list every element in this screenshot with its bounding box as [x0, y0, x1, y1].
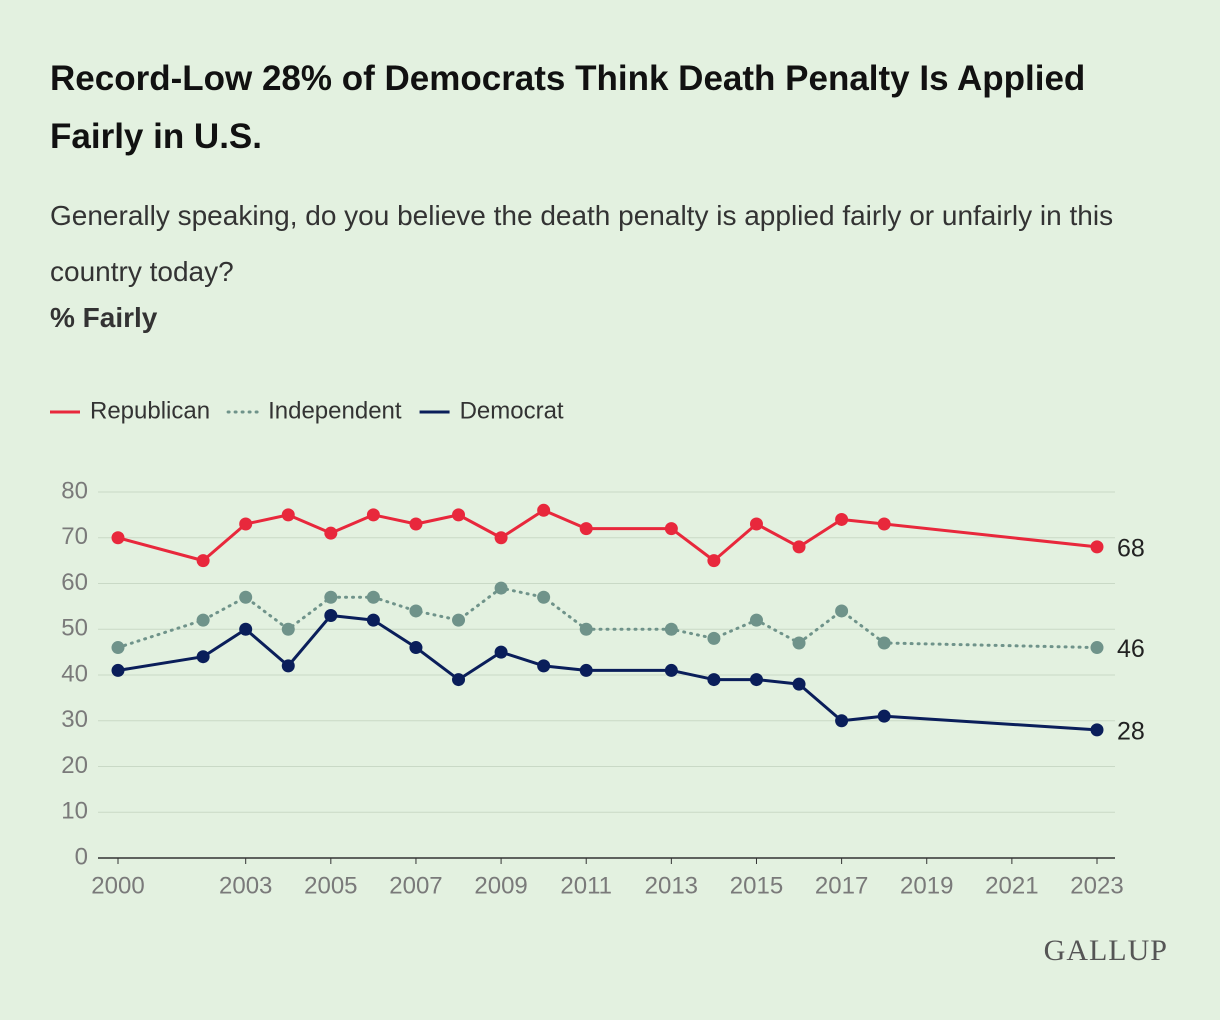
- data-point: [537, 503, 551, 517]
- chart-subtitle: Generally speaking, do you believe the d…: [50, 200, 1114, 287]
- data-point: [452, 613, 466, 627]
- x-tick-label: 2000: [91, 872, 144, 899]
- data-point: [239, 590, 253, 604]
- y-tick-label: 10: [61, 798, 88, 825]
- data-point: [494, 645, 508, 659]
- data-point: [324, 526, 338, 540]
- data-point: [196, 613, 210, 627]
- data-point: [877, 709, 891, 723]
- data-point: [835, 512, 849, 526]
- chart-title: Record-Low 28% of Democrats Think Death …: [50, 59, 1086, 156]
- data-point: [792, 540, 806, 554]
- legend-label: Democrat: [460, 397, 564, 424]
- data-point: [749, 613, 763, 627]
- data-point: [877, 517, 891, 531]
- x-tick-label: 2015: [730, 872, 783, 899]
- y-axis-label: % Fairly: [50, 302, 158, 333]
- series-line: [116, 614, 1099, 732]
- series-line: [116, 508, 1099, 563]
- data-point: [835, 604, 849, 618]
- data-point: [111, 663, 125, 677]
- x-tick-label: 2021: [985, 872, 1038, 899]
- x-tick-label: 2013: [645, 872, 698, 899]
- data-point: [494, 531, 508, 545]
- data-point: [749, 517, 763, 531]
- end-value-label: 28: [1117, 718, 1145, 746]
- y-tick-label: 50: [61, 615, 88, 642]
- data-point: [1090, 723, 1104, 737]
- y-tick-label: 80: [61, 477, 88, 504]
- data-point: [579, 522, 593, 536]
- end-value-label: 68: [1117, 535, 1145, 563]
- data-point: [792, 636, 806, 650]
- data-point: [494, 581, 508, 595]
- data-point: [579, 622, 593, 636]
- x-tick-label: 2005: [304, 872, 357, 899]
- data-point: [835, 714, 849, 728]
- data-point: [1090, 641, 1104, 655]
- x-tick-label: 2011: [560, 872, 612, 899]
- y-tick-label: 60: [61, 569, 88, 596]
- data-point: [664, 663, 678, 677]
- data-point: [366, 590, 380, 604]
- data-point: [366, 613, 380, 627]
- data-point: [111, 531, 125, 545]
- y-tick-label: 0: [75, 843, 88, 870]
- data-point: [324, 590, 338, 604]
- x-tick-label: 2003: [219, 872, 272, 899]
- y-tick-label: 40: [61, 660, 88, 687]
- data-point: [409, 604, 423, 618]
- data-point: [707, 554, 721, 568]
- end-value-label: 46: [1117, 635, 1145, 663]
- data-point: [239, 622, 253, 636]
- x-tick-label: 2017: [815, 872, 868, 899]
- data-point: [579, 663, 593, 677]
- data-point: [749, 673, 763, 687]
- data-point: [281, 622, 295, 636]
- data-point: [196, 650, 210, 664]
- legend-label: Independent: [268, 397, 402, 424]
- data-point: [281, 508, 295, 522]
- x-tick-label: 2007: [389, 872, 442, 899]
- data-point: [409, 641, 423, 655]
- data-point: [537, 590, 551, 604]
- data-point: [452, 673, 466, 687]
- data-point: [537, 659, 551, 673]
- data-point: [792, 677, 806, 691]
- x-tick-label: 2023: [1070, 872, 1123, 899]
- data-point: [707, 673, 721, 687]
- y-tick-label: 30: [61, 706, 88, 733]
- data-point: [366, 508, 380, 522]
- data-point: [196, 554, 210, 568]
- y-tick-label: 20: [61, 752, 88, 779]
- data-point: [664, 622, 678, 636]
- data-point: [409, 517, 423, 531]
- data-point: [664, 522, 678, 536]
- legend-label: Republican: [90, 397, 210, 424]
- y-tick-label: 70: [61, 523, 88, 550]
- x-tick-label: 2019: [900, 872, 953, 899]
- data-point: [324, 609, 338, 623]
- source-logo: GALLUP: [1044, 934, 1168, 967]
- data-point: [111, 641, 125, 655]
- data-point: [707, 631, 721, 645]
- data-point: [452, 508, 466, 522]
- data-point: [239, 517, 253, 531]
- data-point: [877, 636, 891, 650]
- x-tick-label: 2009: [474, 872, 527, 899]
- data-point: [1090, 540, 1104, 554]
- data-point: [281, 659, 295, 673]
- series-line: [116, 586, 1099, 650]
